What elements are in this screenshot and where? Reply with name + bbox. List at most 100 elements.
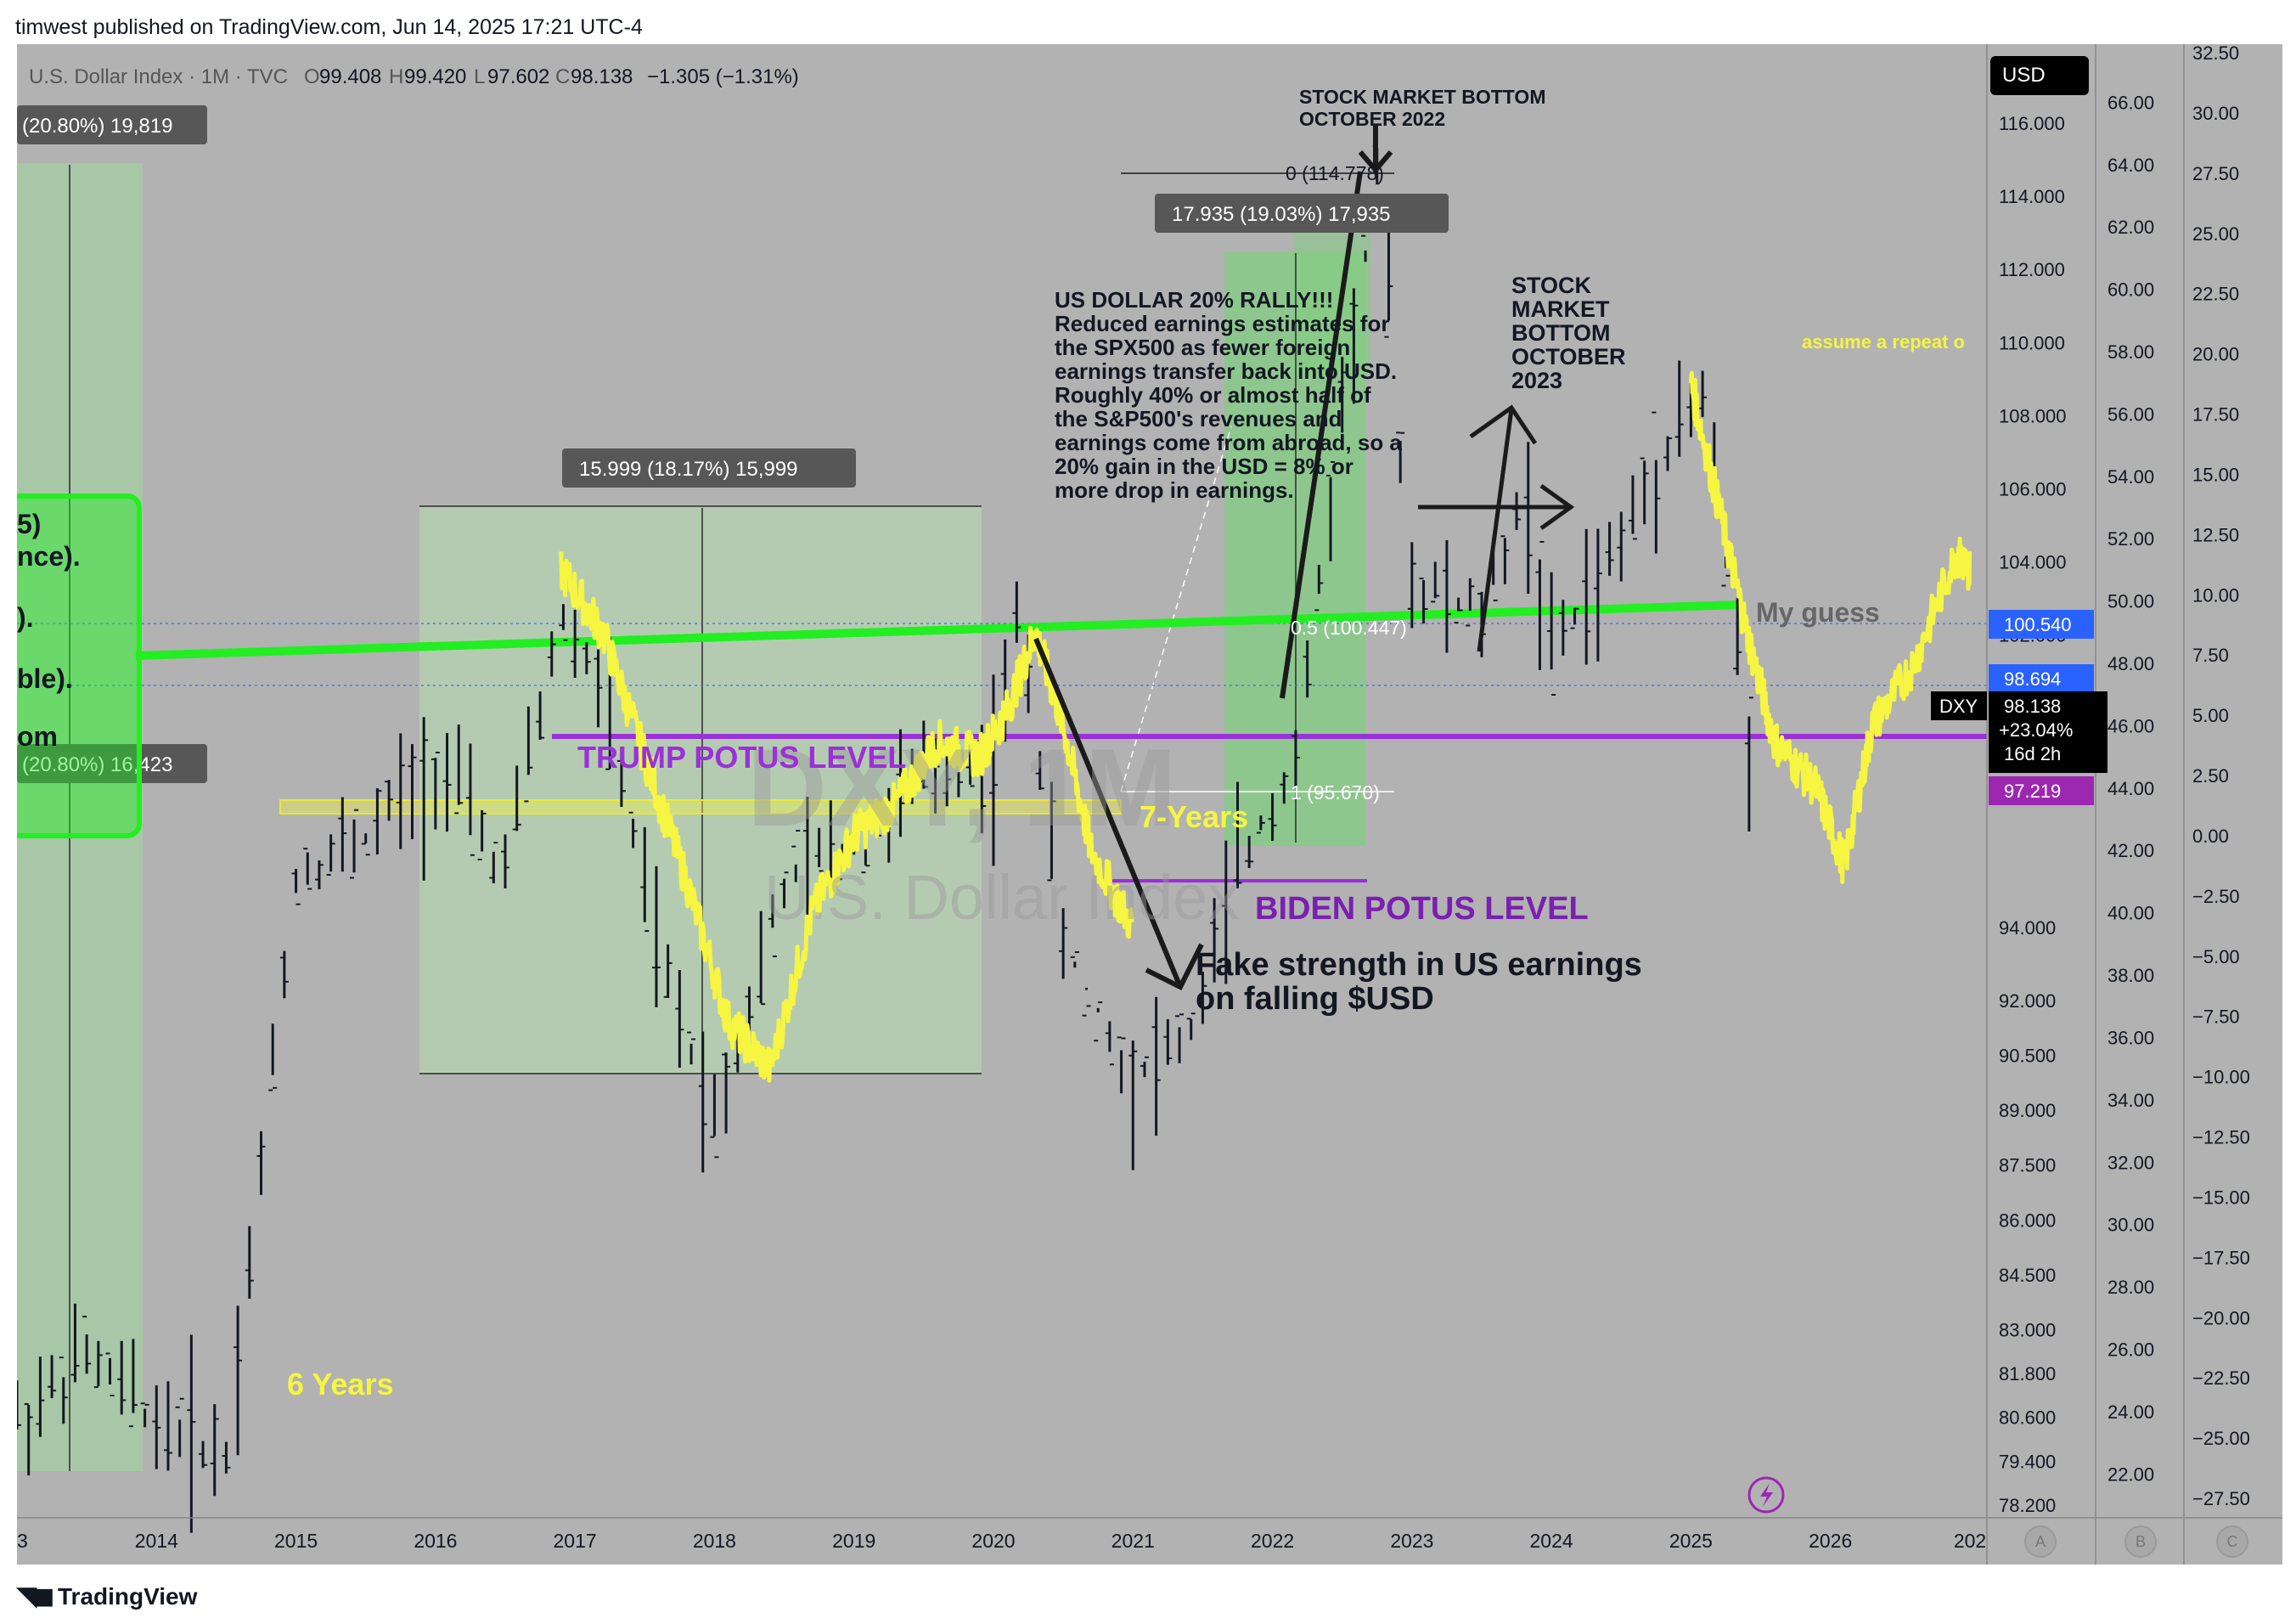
price-tick-main: 106.000 (1999, 479, 2067, 500)
price-tick-secondary: 64.00 (2107, 155, 2154, 176)
time-tick: 2026 (1809, 1530, 1852, 1552)
price-tick-secondary: 28.00 (2107, 1277, 2154, 1298)
badge-100540: 100.540 (2004, 614, 2072, 635)
price-tick-main: 116.000 (1999, 113, 2065, 134)
rally-note-line: Reduced earnings estimates for (1055, 311, 1389, 336)
range-label-2: 17.935 (19.03%) 17,935 (1172, 203, 1391, 226)
chart-svg[interactable]: 116.000 114.000 112.000 110.000 108.000 106.0… (17, 44, 2282, 1565)
legend[interactable]: U.S. Dollar Index · 1M · TVC O 99.408 H … (29, 65, 799, 88)
badge-current-bg (1989, 691, 2107, 773)
price-tick-secondary: 22.00 (2107, 1463, 2154, 1485)
price-tick-percent: −12.50 (2192, 1127, 2250, 1148)
scale-button-c[interactable]: C (2216, 1525, 2248, 1558)
assume-repeat-label: assume a repeat o (1802, 331, 1965, 352)
price-tick-secondary: 24.00 (2107, 1401, 2154, 1423)
lightning-icon-glyph (1760, 1483, 1773, 1507)
price-bars (17, 144, 1753, 1533)
price-tick-main: 79.400 (1999, 1451, 2056, 1472)
legend-c-label: C (555, 65, 570, 88)
price-tick-secondary: 58.00 (2107, 341, 2154, 363)
price-tick-secondary: 62.00 (2107, 217, 2154, 238)
time-tick: 13 (17, 1530, 28, 1552)
green-callout-line: nce). (17, 541, 81, 572)
price-tick-percent: 12.50 (2192, 524, 2239, 545)
tradingview-logo-icon: ◥◼ (17, 1582, 54, 1610)
rally-note-line: the SPX500 as fewer foreign (1055, 335, 1350, 360)
price-tick-main: 90.500 (1999, 1046, 2056, 1067)
badge-symbol: DXY (1939, 696, 1978, 717)
time-tick: 2017 (554, 1530, 597, 1552)
green-callout-line: om (17, 721, 58, 752)
price-tick-percent: −5.00 (2192, 946, 2240, 967)
trump-level-label: TRUMP POTUS LEVEL (577, 740, 906, 775)
range-label-3: (20.80%) 19,819 (22, 115, 172, 138)
fib-zero-label: 0 (114.778) (1286, 162, 1384, 184)
green-callout-line: 5) (17, 509, 41, 539)
badge-97219: 97.219 (2004, 781, 2061, 802)
currency-button[interactable]: USD (1990, 56, 2089, 95)
stock-bottom-2023-line: BOTTOM (1511, 320, 1611, 346)
price-tick-main: 84.500 (1999, 1265, 2056, 1286)
green-callout-box[interactable] (17, 493, 142, 838)
legend-symbol[interactable]: U.S. Dollar Index · 1M · TVC (29, 65, 288, 88)
price-tick-secondary: 32.00 (2107, 1152, 2154, 1173)
watermark-name: U.S. Dollar Index (764, 862, 1239, 933)
arrow-head-2023-right (1539, 483, 1575, 531)
green-callout-line: ble). (17, 663, 73, 694)
scale-button-b[interactable]: B (2124, 1525, 2157, 1558)
price-tick-main: 104.000 (1999, 552, 2067, 573)
rally-note: US DOLLAR 20% RALLY!!! Reduced earnings … (1055, 287, 1402, 503)
badge-100540-bg (1989, 610, 2094, 639)
price-tick-percent: 27.50 (2192, 163, 2239, 184)
green-trend-line (135, 601, 1742, 660)
arrow-head-2021 (1145, 943, 1204, 991)
time-tick: 2023 (1390, 1530, 1433, 1552)
price-tick-percent: 15.00 (2192, 464, 2239, 485)
range-label-2-box (1155, 194, 1449, 233)
price-axis-main[interactable]: 116.000 114.000 112.000 110.000 108.000 106.0… (1999, 113, 2067, 1516)
price-tick-percent: 2.50 (2192, 765, 2229, 787)
chart-pane[interactable] (17, 44, 2282, 1565)
time-tick: 2014 (135, 1530, 178, 1552)
time-axis[interactable]: 13 2014 2015 2016 2017 2018 2019 2020 2021 2022 20… (17, 1530, 1986, 1552)
price-tick-percent: −15.00 (2192, 1187, 2250, 1208)
lightning-icon[interactable] (1747, 1476, 1785, 1514)
price-tick-main: 112.000 (1999, 259, 2065, 280)
price-tick-secondary: 40.00 (2107, 903, 2154, 924)
range-box-2013 (17, 163, 143, 1471)
rally-note-line: the S&P500's revenues and (1055, 406, 1342, 431)
legend-l-label: L (474, 65, 485, 88)
scale-button-a[interactable]: A (2024, 1525, 2057, 1558)
rally-note-line: US DOLLAR 20% RALLY!!! (1055, 287, 1333, 313)
rally-note-line: earnings come from abroad, so a (1055, 430, 1402, 455)
price-tick-main: 108.000 (1999, 405, 2067, 426)
price-tick-percent: 20.00 (2192, 344, 2239, 365)
price-tick-percent: 5.00 (2192, 705, 2229, 726)
arrow-2020-2021 (1033, 637, 1183, 989)
time-tick: 202 (1954, 1530, 1986, 1552)
price-axis-secondary[interactable]: 66.00 64.00 62.00 60.00 58.00 56.00 54.00 52.00… (2107, 92, 2154, 1485)
tradingview-logo[interactable]: ◥◼ TradingView (17, 1582, 197, 1611)
price-tick-main: 80.600 (1999, 1407, 2056, 1429)
badge-current-change: +23.04% (1999, 719, 2073, 741)
legend-l-value: 97.602 (487, 65, 549, 88)
price-tick-main: 92.000 (1999, 990, 2056, 1012)
legend-o-label: O (304, 65, 320, 88)
watermark-ticker: DXY, 1M (747, 725, 1177, 849)
badge-countdown: 16d 2h (2004, 743, 2061, 764)
price-tick-secondary: 52.00 (2107, 528, 2154, 550)
price-tick-percent: −2.50 (2192, 886, 2240, 907)
legend-change: −1.305 (−1.31%) (647, 65, 799, 88)
stock-bottom-2022-line1: STOCK MARKET BOTTOM (1299, 86, 1545, 108)
stock-bottom-2023-line: STOCK (1511, 273, 1592, 298)
rally-note-line: more drop in earnings. (1055, 477, 1294, 503)
price-tick-secondary: 56.00 (2107, 403, 2154, 425)
stock-bottom-2022-line2: OCTOBER 2022 (1299, 108, 1445, 130)
price-tick-percent: −17.50 (2192, 1247, 2250, 1268)
badge-current-price: 98.138 (2004, 696, 2061, 717)
price-tick-percent: −20.00 (2192, 1307, 2250, 1328)
price-axis-percent[interactable]: 32.50 30.00 27.50 25.00 22.50 20.00 17.50 15.00… (2192, 44, 2250, 1509)
legend-c-value: 98.138 (571, 65, 633, 88)
price-tick-main: 89.000 (1999, 1100, 2056, 1121)
tradingview-brand: TradingView (57, 1582, 198, 1610)
